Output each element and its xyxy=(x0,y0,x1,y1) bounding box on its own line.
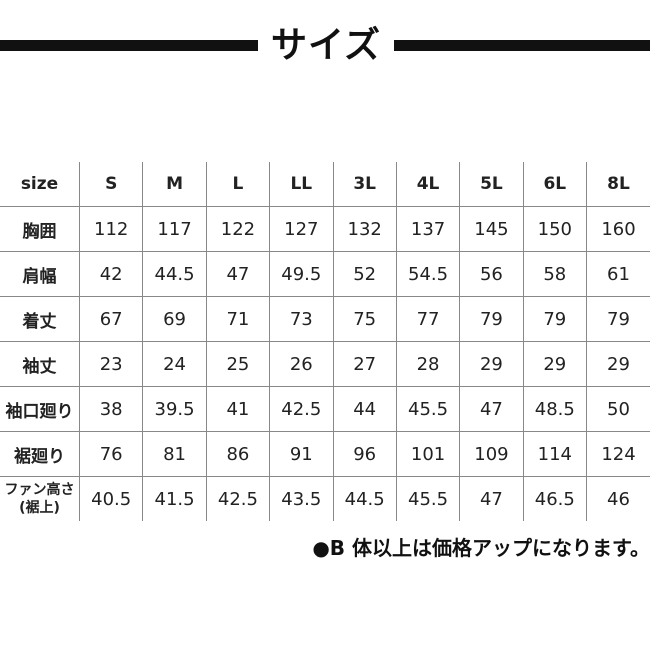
table-cell: 160 xyxy=(586,206,650,252)
table-cell: 43.5 xyxy=(269,476,333,521)
table-cell: 76 xyxy=(78,431,143,477)
table-cell: 81 xyxy=(142,431,207,477)
table-cell: 56 xyxy=(459,251,524,297)
table-cell: 96 xyxy=(332,431,397,477)
table-cell: 25 xyxy=(205,341,270,387)
table-cell: 67 xyxy=(78,296,143,342)
table-cell: 44.5 xyxy=(142,251,207,297)
table-cell: 71 xyxy=(205,296,270,342)
table-cell: 75 xyxy=(332,296,397,342)
table-cell: 48.5 xyxy=(522,386,587,432)
row-label-line2: (裾上) xyxy=(19,500,60,516)
table-cell: 24 xyxy=(142,341,207,387)
row-label: 着丈 xyxy=(22,311,57,332)
table-cell: 29 xyxy=(459,341,524,387)
table-cell: 41 xyxy=(205,386,270,432)
table-cell: 124 xyxy=(586,431,650,477)
table-cell: 79 xyxy=(522,296,587,342)
table-row: 胸囲 112 117 122 127 132 137 145 150 160 xyxy=(0,206,650,252)
table-cell: 79 xyxy=(459,296,524,342)
row-label: 袖丈 xyxy=(22,356,57,377)
table-cell: 38 xyxy=(78,386,143,432)
table-cell: 91 xyxy=(269,431,333,477)
table-cell: 101 xyxy=(395,431,460,477)
table-row: 裾廻り 76 81 86 91 96 101 109 114 124 xyxy=(0,431,650,477)
row-label: 胸囲 xyxy=(22,221,57,242)
table-cell: 47 xyxy=(459,386,524,432)
table-row: ファン高さ (裾上) 40.5 41.5 42.5 43.5 44.5 45.5 47 46.5 4… xyxy=(0,476,650,522)
table-cell: 26 xyxy=(269,341,333,387)
table-cell: 61 xyxy=(586,251,650,297)
table-cell: 52 xyxy=(332,251,397,297)
table-cell: 44 xyxy=(332,386,397,432)
table-cell: 28 xyxy=(395,341,460,387)
row-label-line1: ファン高さ xyxy=(4,482,75,498)
table-cell: 145 xyxy=(459,206,524,252)
table-cell: 73 xyxy=(269,296,333,342)
table-cell: 49.5 xyxy=(269,251,333,297)
size-header: L xyxy=(205,162,270,207)
price-note: ●B 体以上は価格アップになります。 xyxy=(312,536,650,560)
row-label: 肩幅 xyxy=(22,266,57,287)
table-cell: 41.5 xyxy=(142,476,207,521)
table-cell: 29 xyxy=(586,341,650,387)
table-cell: 45.5 xyxy=(395,386,460,432)
table-cell: 79 xyxy=(586,296,650,342)
row-label: 裾廻り xyxy=(14,446,65,467)
title-bar-left xyxy=(0,40,258,51)
size-header: 4L xyxy=(395,162,460,207)
table-cell: 44.5 xyxy=(332,476,397,521)
table-cell: 109 xyxy=(459,431,524,477)
header-label: size xyxy=(20,174,59,194)
header-row: size S M L LL 3L 4L 5L 6L 8L xyxy=(0,162,650,207)
table-cell: 29 xyxy=(522,341,587,387)
table-cell: 86 xyxy=(205,431,270,477)
title-bar-right xyxy=(394,40,650,51)
table-cell: 42.5 xyxy=(205,476,270,521)
table-cell: 114 xyxy=(522,431,587,477)
table-row: 袖丈 23 24 25 26 27 28 29 29 29 xyxy=(0,341,650,387)
size-header: LL xyxy=(269,162,333,207)
table-cell: 122 xyxy=(205,206,270,252)
table-cell: 46.5 xyxy=(522,476,587,521)
table-cell: 45.5 xyxy=(395,476,460,521)
size-header: 6L xyxy=(522,162,587,207)
size-header: 8L xyxy=(586,162,650,207)
size-header: S xyxy=(78,162,143,207)
table-cell: 69 xyxy=(142,296,207,342)
table-cell: 47 xyxy=(459,476,524,521)
table-cell: 58 xyxy=(522,251,587,297)
table-cell: 117 xyxy=(142,206,207,252)
page-title: サイズ xyxy=(271,25,381,66)
table-cell: 77 xyxy=(395,296,460,342)
size-header: M xyxy=(142,162,207,207)
row-label: 袖口廻り xyxy=(5,401,74,422)
table-cell: 46 xyxy=(586,476,650,521)
table-cell: 42.5 xyxy=(269,386,333,432)
table-cell: 127 xyxy=(269,206,333,252)
table-cell: 39.5 xyxy=(142,386,207,432)
table-row: 肩幅 42 44.5 47 49.5 52 54.5 56 58 61 xyxy=(0,251,650,297)
table-row: 袖口廻り 38 39.5 41 42.5 44 45.5 47 48.5 50 xyxy=(0,386,650,432)
table-row: 着丈 67 69 71 73 75 77 79 79 79 xyxy=(0,296,650,342)
table-cell: 42 xyxy=(78,251,143,297)
size-table: size S M L LL 3L 4L 5L 6L 8L 胸囲 112 117 122 127 132 137 1… xyxy=(0,162,650,521)
table-cell: 150 xyxy=(522,206,587,252)
table-cell: 132 xyxy=(332,206,397,252)
table-cell: 137 xyxy=(395,206,460,252)
table-cell: 112 xyxy=(78,206,143,252)
table-cell: 40.5 xyxy=(78,476,143,521)
table-cell: 23 xyxy=(78,341,143,387)
size-header: 3L xyxy=(332,162,397,207)
table-cell: 47 xyxy=(205,251,270,297)
table-cell: 27 xyxy=(332,341,397,387)
row-label: ファン高さ (裾上) xyxy=(0,477,80,522)
table-cell: 50 xyxy=(586,386,650,432)
table-cell: 54.5 xyxy=(395,251,460,297)
size-header: 5L xyxy=(459,162,524,207)
